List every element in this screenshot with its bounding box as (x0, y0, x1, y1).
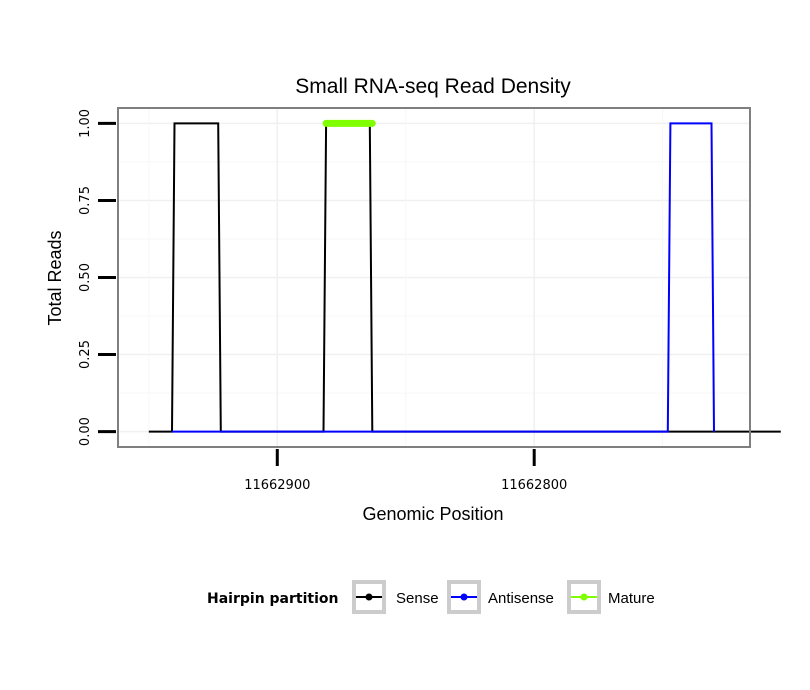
legend-item-sense: Sense (352, 580, 439, 614)
legend-key-point (580, 593, 588, 601)
x-tick-label: 11662900 (244, 478, 310, 493)
grid (118, 108, 750, 447)
chart-title: Small RNA-seq Read Density (295, 75, 571, 98)
x-axis-title: Genomic Position (362, 504, 503, 524)
legend-key-point (460, 593, 468, 601)
y-tick-label: 0.00 (78, 417, 93, 446)
legend-item-mature: Mature (567, 580, 655, 614)
x-tick-label: 11662800 (501, 478, 567, 493)
legend-label-mature: Mature (608, 590, 655, 607)
legend-title: Hairpin partition (207, 591, 338, 607)
legend-label-antisense: Antisense (488, 590, 554, 607)
plot-panel-border (117, 107, 751, 448)
y-tick-label: 0.25 (78, 340, 93, 369)
y-tick-label: 1.00 (78, 109, 93, 138)
legend-item-antisense: Antisense (447, 580, 554, 614)
legend-key-point (365, 593, 373, 601)
series-line-antisense (172, 122, 715, 433)
legend-label-sense: Sense (396, 590, 439, 607)
y-axis: 0.00 0.25 0.50 0.75 1.00 (78, 109, 116, 446)
y-axis-title: Total Reads (45, 230, 65, 325)
y-tick-label: 0.75 (78, 186, 93, 215)
series-layer (148, 119, 781, 433)
legend-items: Sense Antisense Mature (352, 580, 655, 614)
legend: Hairpin partition Sense Antisense Mature (207, 580, 655, 614)
x-axis: 11662900 11662800 (244, 449, 567, 493)
y-tick-label: 0.50 (78, 263, 93, 292)
